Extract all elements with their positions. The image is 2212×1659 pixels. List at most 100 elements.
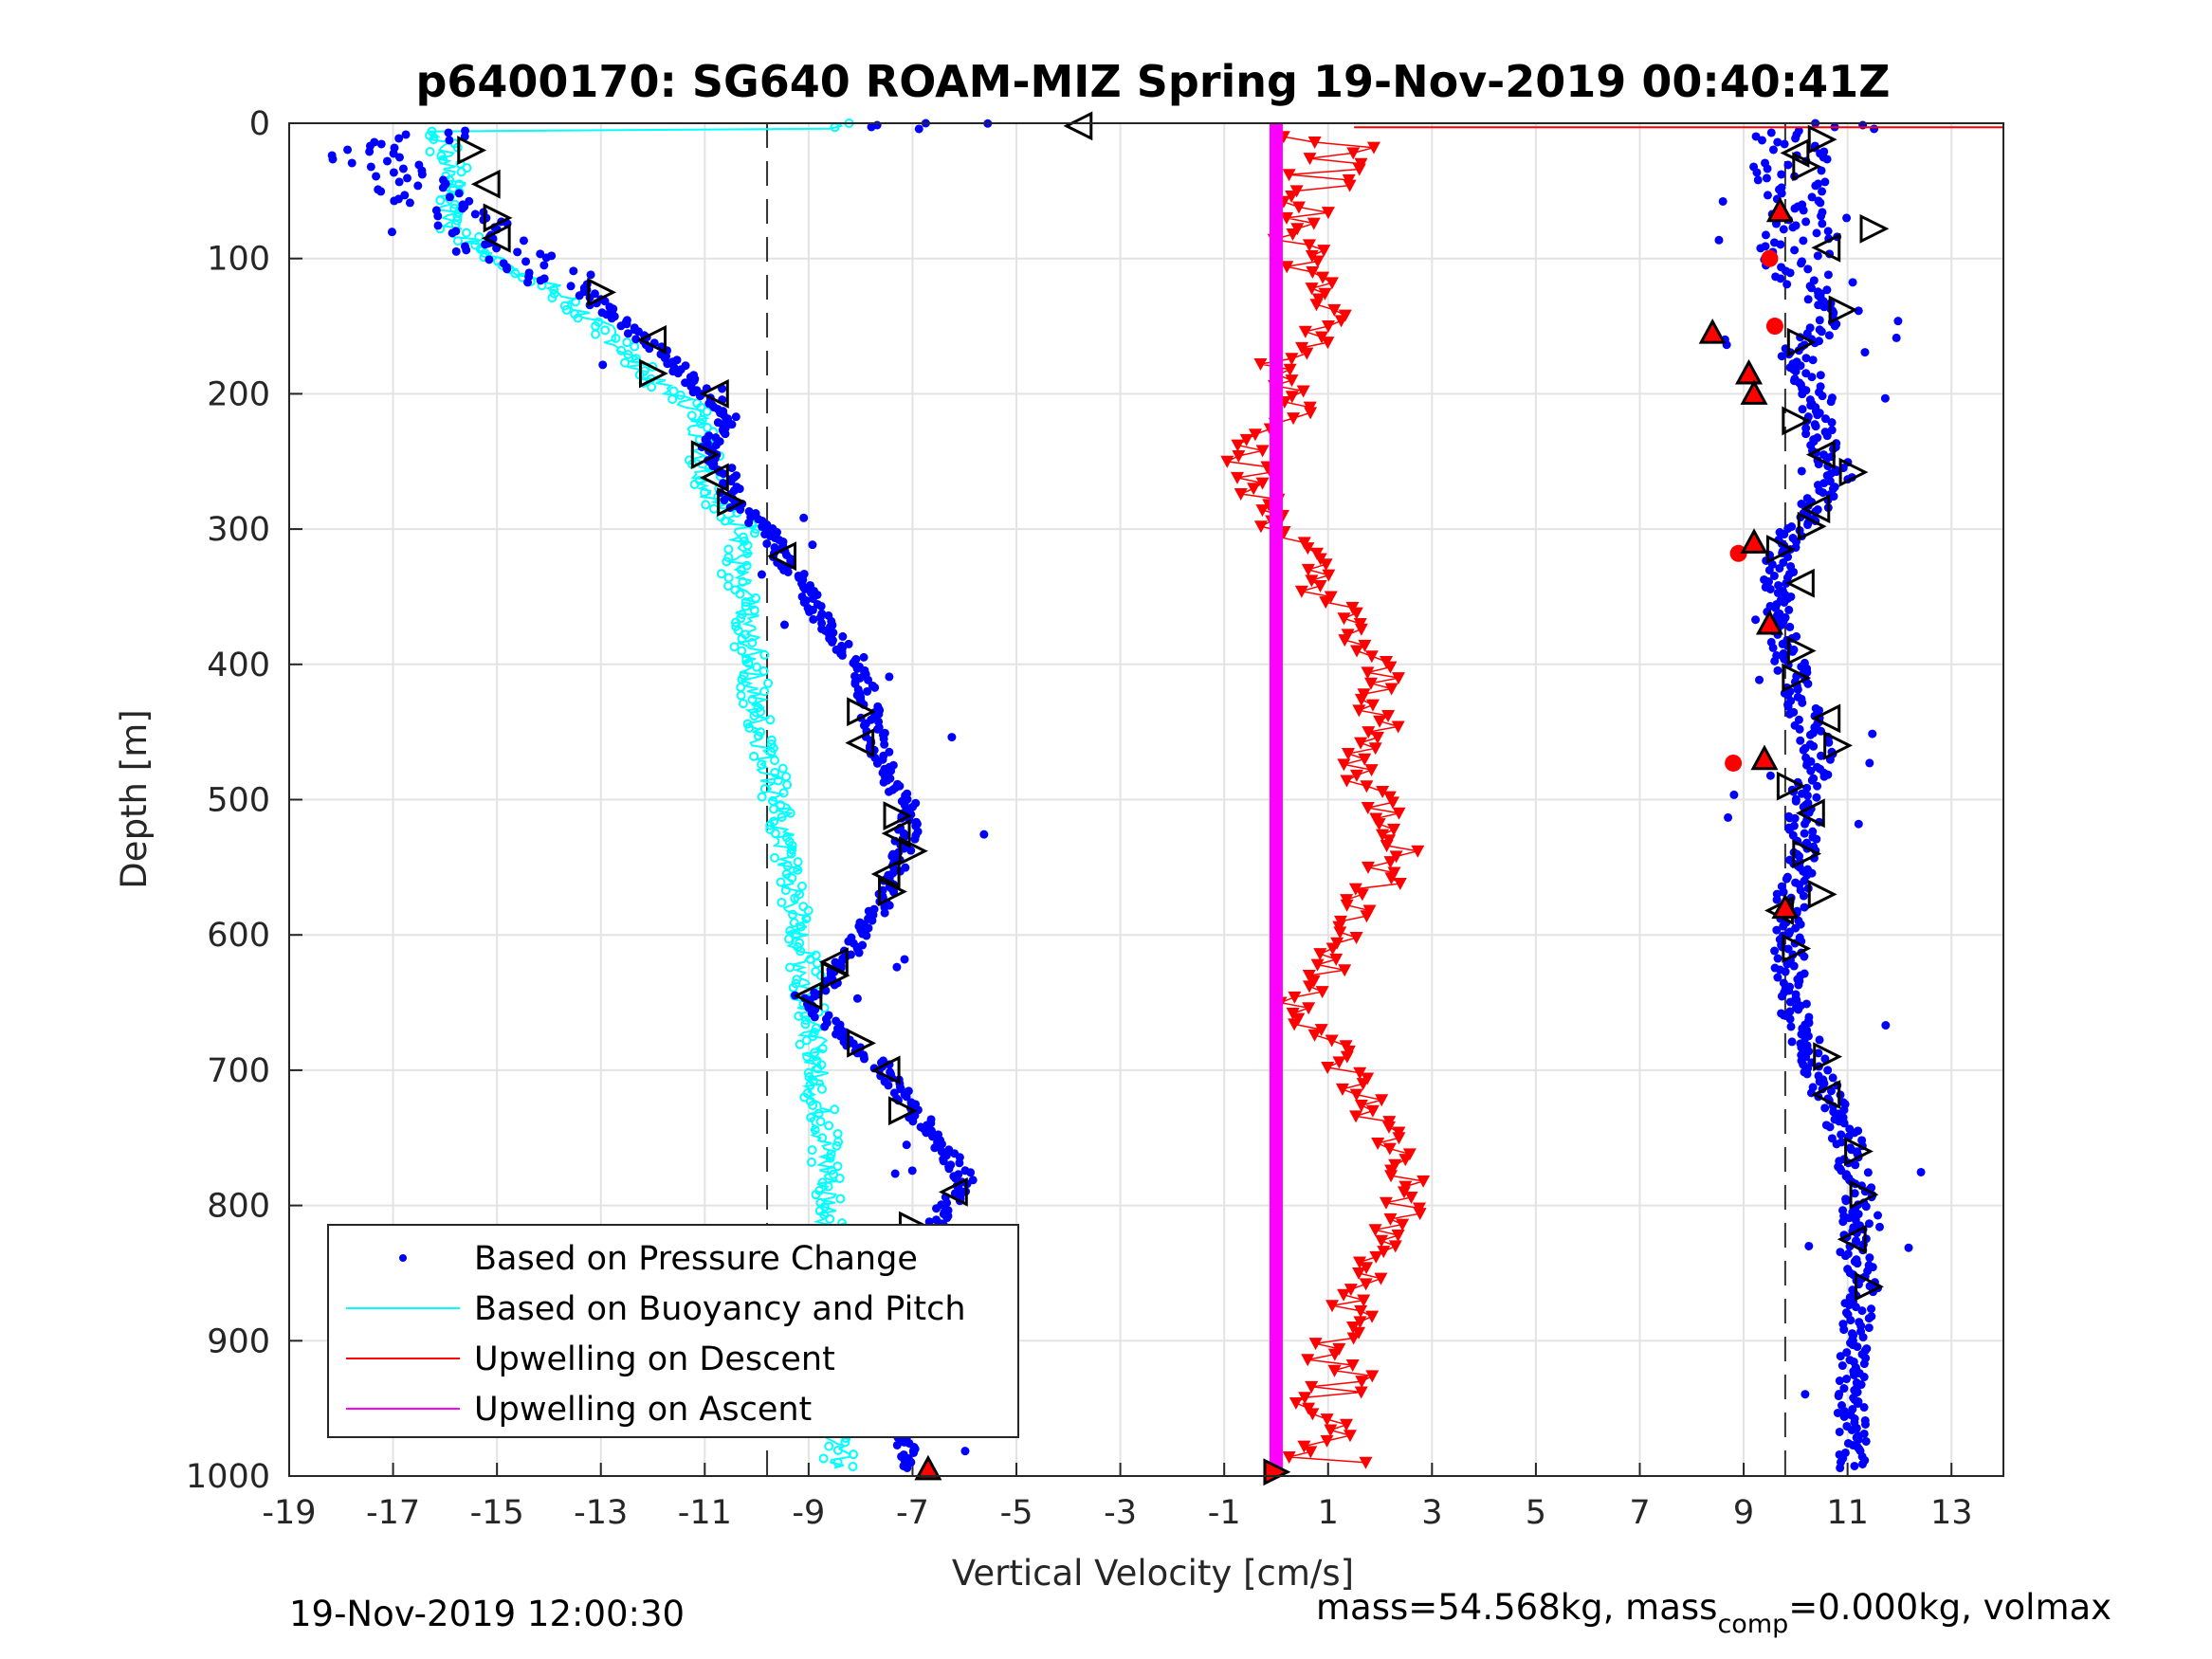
buoyancy-pitch-point bbox=[849, 1449, 859, 1460]
pressure-change-point bbox=[1788, 223, 1798, 232]
pressure-change-point bbox=[1819, 488, 1828, 498]
buoyancy-pitch-point bbox=[787, 845, 797, 855]
ascent-triangle-marker bbox=[1811, 232, 1841, 263]
pressure-change-point bbox=[1828, 1073, 1837, 1083]
pressure-change-point bbox=[372, 172, 381, 181]
buoyancy-pitch-point bbox=[815, 1117, 826, 1127]
pressure-change-point bbox=[1798, 390, 1807, 399]
pressure-change-point bbox=[417, 170, 427, 179]
pressure-change-point bbox=[1807, 283, 1817, 293]
descent-triangle-marker bbox=[887, 1096, 918, 1126]
upwelling-descent-marker bbox=[1301, 563, 1315, 576]
ascent-triangle-marker bbox=[1813, 1042, 1843, 1072]
buoyancy-pitch-point bbox=[810, 1048, 820, 1058]
ascent-triangle-marker bbox=[1811, 1080, 1841, 1110]
buoyancy-pitch-point bbox=[807, 1145, 817, 1156]
y-tick-label: 200 bbox=[207, 375, 270, 413]
upwelling-descent-marker bbox=[1364, 650, 1379, 664]
upwelling-descent-marker bbox=[1377, 1246, 1391, 1259]
ascent-triangle-marker bbox=[1765, 535, 1796, 564]
upwelling-descent-marker bbox=[1288, 991, 1302, 1004]
pressure-change-point bbox=[343, 145, 353, 155]
pressure-change-point bbox=[837, 650, 847, 660]
upwelling-descent-marker bbox=[1346, 1332, 1361, 1345]
y-axis-label: Depth [m] bbox=[114, 709, 155, 888]
red-triangle-marker bbox=[1740, 379, 1768, 405]
buoyancy-pitch-point bbox=[790, 893, 800, 903]
pressure-change-point bbox=[1785, 1007, 1795, 1016]
pressure-change-point bbox=[744, 519, 754, 528]
descent-triangle-marker bbox=[870, 1055, 901, 1085]
pressure-change-point bbox=[816, 601, 826, 611]
buoyancy-pitch-point bbox=[700, 487, 710, 498]
pressure-change-point bbox=[892, 1440, 902, 1449]
buoyancy-pitch-point bbox=[801, 914, 812, 924]
buoyancy-pitch-point bbox=[510, 268, 521, 279]
pressure-change-point bbox=[1764, 565, 1774, 574]
upwelling-descent-marker bbox=[1310, 255, 1325, 268]
pressure-change-point bbox=[1774, 580, 1783, 590]
upwelling-descent-marker bbox=[1384, 1170, 1398, 1183]
pressure-change-point bbox=[1801, 819, 1810, 829]
pressure-change-point bbox=[1816, 198, 1825, 208]
upwelling-descent-marker bbox=[1383, 1212, 1398, 1226]
pressure-change-outlier bbox=[451, 246, 461, 256]
buoyancy-pitch-point bbox=[826, 1149, 836, 1159]
upwelling-descent-marker bbox=[1305, 1380, 1319, 1394]
upwelling-descent-marker bbox=[1279, 211, 1293, 225]
pressure-change-point bbox=[575, 291, 584, 301]
pressure-change-point bbox=[711, 441, 721, 450]
buoyancy-pitch-point bbox=[805, 954, 815, 964]
pressure-change-outlier bbox=[799, 513, 809, 522]
ascent-triangle-marker bbox=[1828, 295, 1858, 325]
pressure-change-point bbox=[1795, 724, 1804, 734]
upwelling-descent-marker bbox=[1307, 136, 1322, 149]
pressure-change-point bbox=[1800, 952, 1809, 961]
pressure-change-point bbox=[1753, 175, 1763, 185]
buoyancy-pitch-point bbox=[794, 1011, 804, 1021]
upwelling-descent-marker bbox=[1305, 283, 1319, 296]
upwelling-descent-marker bbox=[1360, 910, 1374, 923]
pressure-change-point bbox=[1842, 1375, 1852, 1384]
pressure-change-point bbox=[1820, 1103, 1830, 1113]
upwelling-descent-marker bbox=[1305, 574, 1319, 588]
pressure-change-point bbox=[513, 247, 522, 257]
pressure-change-point bbox=[1837, 1361, 1847, 1371]
ascent-triangle-marker bbox=[1801, 494, 1831, 524]
x-tick-label: -11 bbox=[678, 1494, 732, 1532]
buoyancy-pitch-point bbox=[753, 731, 763, 741]
pressure-change-point bbox=[616, 321, 626, 331]
buoyancy-pitch-point bbox=[832, 1445, 843, 1455]
x-tick-label: -1 bbox=[1208, 1494, 1241, 1532]
pressure-change-outlier bbox=[900, 1437, 909, 1447]
pressure-change-point bbox=[1788, 647, 1798, 656]
pressure-change-point bbox=[1837, 1130, 1846, 1139]
pressure-change-outlier bbox=[1801, 1390, 1810, 1399]
pressure-change-point bbox=[810, 1012, 819, 1022]
ascent-triangle-marker bbox=[1782, 934, 1812, 963]
pressure-change-point bbox=[1783, 944, 1793, 954]
pressure-change-point bbox=[1820, 1054, 1830, 1064]
buoyancy-pitch-point bbox=[749, 711, 759, 721]
pressure-change-point bbox=[1822, 454, 1832, 464]
upwelling-descent-marker bbox=[1356, 1078, 1370, 1091]
buoyancy-pitch-point bbox=[795, 946, 806, 957]
pressure-change-point bbox=[1824, 331, 1834, 340]
upwelling-descent-marker bbox=[1349, 607, 1363, 620]
pressure-change-point bbox=[1768, 145, 1778, 155]
upwelling-descent-marker bbox=[1385, 796, 1399, 810]
pressure-change-point bbox=[405, 198, 414, 208]
buoyancy-pitch-point bbox=[832, 1140, 842, 1151]
pressure-change-point bbox=[880, 739, 889, 749]
pressure-change-point bbox=[1796, 736, 1805, 745]
pressure-change-point bbox=[1790, 246, 1800, 255]
pressure-change-point bbox=[1867, 1304, 1876, 1314]
pressure-change-point bbox=[663, 359, 672, 369]
upwelling-descent-marker bbox=[1325, 1034, 1339, 1048]
pressure-change-point bbox=[1853, 1399, 1862, 1409]
upwelling-descent-marker bbox=[1283, 363, 1297, 376]
buoyancy-pitch-point bbox=[777, 763, 788, 774]
pressure-change-point bbox=[1830, 321, 1839, 331]
upwelling-descent-marker bbox=[1346, 147, 1361, 160]
pressure-change-outlier bbox=[465, 196, 474, 206]
